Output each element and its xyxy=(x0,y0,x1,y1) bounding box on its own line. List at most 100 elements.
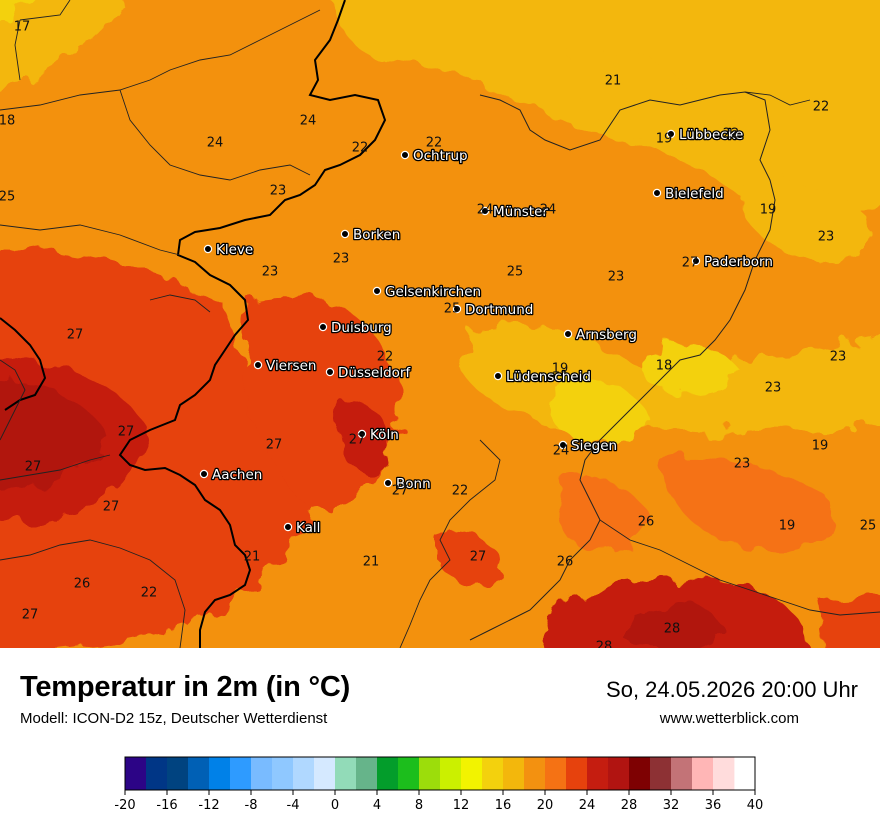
city-köln: Köln xyxy=(357,426,400,444)
temperature-value: 19 xyxy=(656,132,673,147)
temperature-value: 24 xyxy=(300,114,317,129)
legend-bin xyxy=(503,757,525,790)
legend-bin xyxy=(440,757,462,790)
temperature-value: 19 xyxy=(779,519,796,534)
city-dot xyxy=(493,371,503,381)
city-dot xyxy=(253,360,263,370)
district-line xyxy=(0,454,111,481)
city-borken: Borken xyxy=(340,226,402,244)
legend-bin xyxy=(293,757,315,790)
temperature-value: 22 xyxy=(723,127,740,142)
state-border xyxy=(469,91,776,641)
temperature-value: 27 xyxy=(349,433,366,448)
legend-tick-label: 36 xyxy=(705,798,722,813)
legend-bins xyxy=(124,756,756,791)
forecast-datetime: So, 24.05.2026 20:00 Uhr xyxy=(606,677,858,702)
temperature-value: 17 xyxy=(14,20,31,35)
temperature-value: 24 xyxy=(540,203,557,218)
legend-tick-label: 12 xyxy=(453,798,470,813)
city-dot xyxy=(563,329,573,339)
city-markers: Ochtrup Lübbecke Bielefeld Münster Borken Kle… xyxy=(199,126,774,537)
district-line xyxy=(744,91,811,106)
city-gelsenkirchen: Gelsenkirchen xyxy=(372,283,482,301)
temperature-value: 22 xyxy=(352,141,369,156)
legend-bin xyxy=(629,757,651,790)
temperature-value: 25 xyxy=(860,519,877,534)
map-title: Temperatur in 2m (in °C) xyxy=(20,671,351,703)
city-label: Duisburg xyxy=(331,320,392,336)
city-label: Köln xyxy=(370,427,399,443)
temperature-value: 22 xyxy=(813,100,830,115)
temperature-labels: 17 18 25 24 24 22 22 23 21 22 19 22 24 24 19 23 23 23 25 23… xyxy=(0,20,876,649)
legend-bin xyxy=(482,757,504,790)
legend-bin xyxy=(251,757,273,790)
temperature-value: 27 xyxy=(22,608,39,623)
legend-tick-label: -16 xyxy=(156,798,177,813)
temperature-value: 21 xyxy=(244,550,261,565)
city-kall: Kall xyxy=(283,519,322,537)
city-lüdenscheid: Lüdenscheid xyxy=(493,368,592,386)
temperature-field xyxy=(0,0,880,648)
city-dot xyxy=(480,206,490,216)
legend-bin xyxy=(608,757,630,790)
border-lines xyxy=(0,0,880,648)
temperature-value: 23 xyxy=(818,230,835,245)
temperature-value: 27 xyxy=(25,460,42,475)
legend-frame xyxy=(124,756,756,791)
temperature-value: 19 xyxy=(760,203,777,218)
city-kleve: Kleve xyxy=(203,241,255,259)
national-border xyxy=(118,0,387,648)
city-dot xyxy=(666,129,676,139)
city-dot xyxy=(691,256,701,266)
city-label: Viersen xyxy=(266,358,316,374)
temperature-value: 27 xyxy=(392,484,409,499)
city-label: Bonn xyxy=(396,476,431,492)
city-dot xyxy=(325,367,335,377)
city-dot xyxy=(558,440,568,450)
city-label: Bielefeld xyxy=(665,186,724,202)
city-label: Kleve xyxy=(216,242,253,258)
temperature-value: 23 xyxy=(734,457,751,472)
temperature-value: 19 xyxy=(812,439,829,454)
legend-tick-label: -20 xyxy=(114,798,135,813)
city-label: Kall xyxy=(296,520,320,536)
temperature-value: 18 xyxy=(656,359,673,374)
city-dot xyxy=(340,229,350,239)
website-link[interactable]: www.wetterblick.com xyxy=(659,710,799,727)
temperature-value: 23 xyxy=(262,265,279,280)
temperature-value: 21 xyxy=(605,74,622,89)
model-source: Modell: ICON-D2 15z, Deutscher Wetterdie… xyxy=(20,710,328,727)
legend-tick-label: -4 xyxy=(287,798,300,813)
temperature-value: 25 xyxy=(0,190,15,205)
temperature-value: 26 xyxy=(74,577,91,592)
city-label: Düsseldorf xyxy=(338,365,411,381)
city-label: Siegen xyxy=(571,438,617,454)
legend-bin xyxy=(566,757,588,790)
temperature-value: 18 xyxy=(0,114,15,129)
city-label: Lüdenscheid xyxy=(506,369,591,385)
city-dot xyxy=(400,150,410,160)
legend-ticks: -20 -16 -12 -8 -4 0 4 8 12 16 20 24 28 32 36 40 xyxy=(114,790,763,813)
legend-bin xyxy=(377,757,399,790)
temperature-value: 26 xyxy=(557,555,574,570)
legend-bin xyxy=(587,757,609,790)
legend-bin xyxy=(146,757,168,790)
city-label: Lübbecke xyxy=(679,127,743,143)
belgium-netherlands-border xyxy=(0,317,47,411)
city-arnsberg: Arnsberg xyxy=(563,326,638,344)
district-line xyxy=(599,519,880,616)
district-line xyxy=(0,359,26,441)
city-lübbecke: Lübbecke xyxy=(666,126,745,144)
temperature-value: 25 xyxy=(507,265,524,280)
legend-bin xyxy=(650,757,672,790)
city-münster: Münster xyxy=(480,203,550,221)
city-bielefeld: Bielefeld xyxy=(652,185,725,203)
legend-bin xyxy=(125,757,147,790)
city-dot xyxy=(357,429,367,439)
legend-tick-label: -8 xyxy=(245,798,258,813)
city-label: Ochtrup xyxy=(413,148,468,164)
temperature-map: Ochtrup Lübbecke Bielefeld Münster Borken Kle… xyxy=(0,0,880,648)
legend-bin xyxy=(314,757,336,790)
temperature-value: 25 xyxy=(444,302,461,317)
city-label: Arnsberg xyxy=(576,327,637,343)
